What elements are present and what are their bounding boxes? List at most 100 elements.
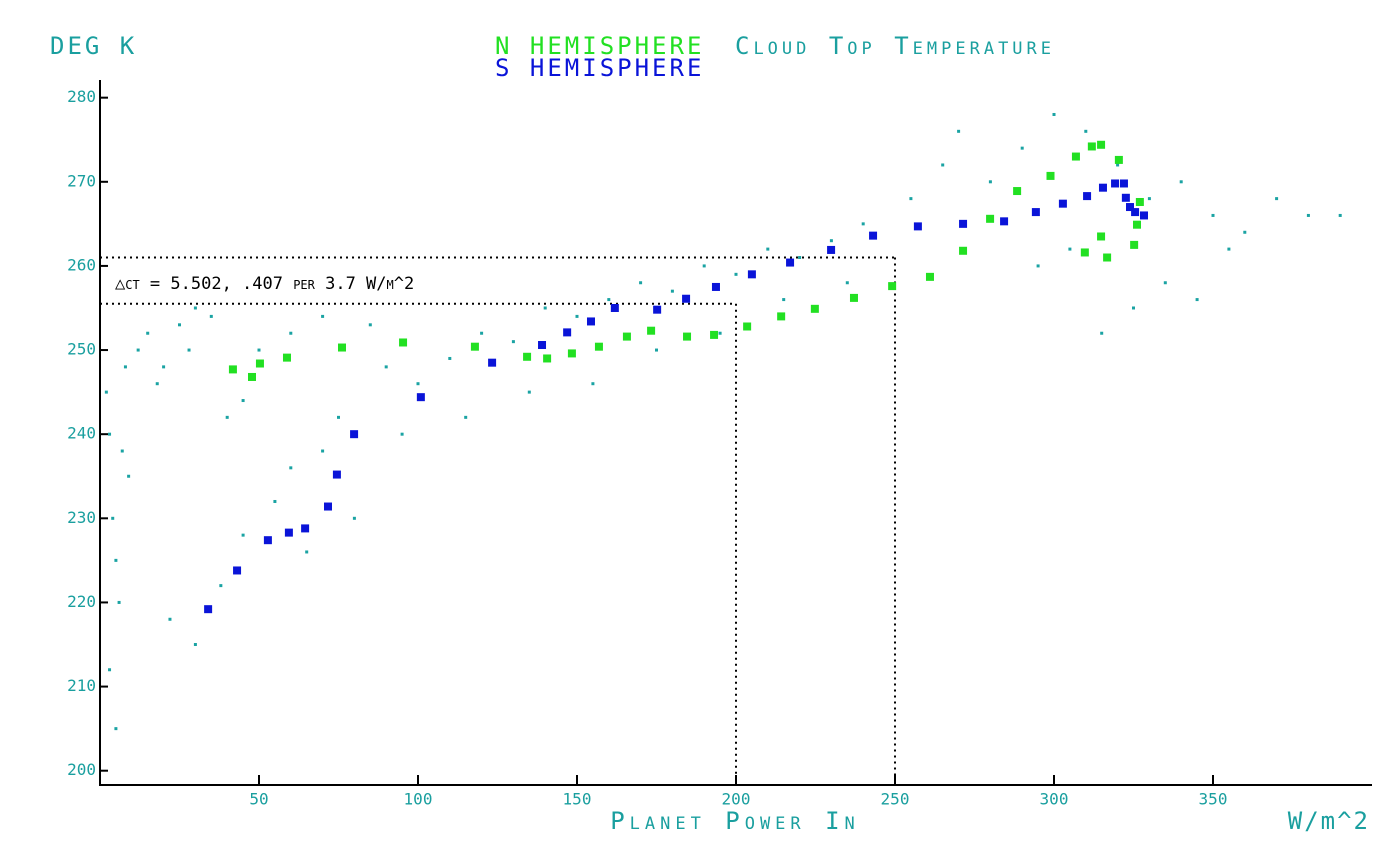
point — [263, 536, 272, 545]
point — [416, 393, 425, 402]
cloud-point — [321, 314, 325, 318]
x-tick-label: 300 — [1040, 790, 1069, 809]
cloud-point — [1084, 129, 1088, 133]
cloud-point — [120, 449, 124, 453]
point — [324, 502, 333, 511]
cloud-point — [108, 432, 112, 436]
cloud-point — [219, 584, 223, 588]
cloud-point — [845, 281, 849, 285]
cloud-point — [104, 390, 108, 394]
cloud-point — [766, 247, 770, 251]
cloud-point — [136, 348, 140, 352]
x-tick-label: 100 — [404, 790, 433, 809]
point — [538, 341, 547, 350]
y-tick-label: 250 — [67, 340, 96, 359]
cloud-point — [400, 432, 404, 436]
cloud-point — [1036, 264, 1040, 268]
cloud-point — [655, 348, 658, 352]
cloud-point — [187, 348, 191, 352]
point — [1097, 140, 1106, 149]
point — [1087, 142, 1096, 151]
point — [743, 322, 752, 331]
point — [1080, 248, 1089, 257]
cloud-point — [416, 382, 420, 386]
point — [1058, 199, 1067, 208]
cloud-point — [702, 264, 706, 268]
cloud-point — [321, 449, 325, 453]
annotation: △ct = 5.502, .407 per 3.7 W/m^2 — [115, 274, 414, 294]
point — [255, 359, 264, 368]
point — [1126, 203, 1135, 212]
cloud-point — [108, 668, 112, 672]
cloud-point — [1147, 197, 1151, 201]
point — [869, 231, 878, 240]
cloud-point — [527, 390, 531, 394]
point — [1046, 171, 1055, 180]
cloud-point — [384, 365, 388, 369]
cloud-point — [1132, 306, 1135, 310]
point — [1103, 253, 1112, 262]
y-tick-label: 200 — [67, 760, 96, 779]
cloud-point — [1052, 112, 1056, 116]
point — [301, 524, 310, 533]
point — [567, 349, 576, 358]
point — [1013, 187, 1022, 196]
point — [1114, 155, 1123, 164]
point — [543, 354, 552, 363]
cloud-point — [162, 365, 166, 369]
cloud-point — [798, 256, 802, 260]
cloud-point — [591, 382, 595, 386]
point — [563, 328, 572, 337]
cloud-point — [257, 348, 261, 352]
point — [350, 430, 359, 439]
cloud-point — [829, 239, 833, 243]
point — [1083, 192, 1092, 201]
x-axis-units: W/m^2 — [1288, 807, 1370, 835]
point — [233, 566, 242, 575]
cloud-point — [155, 382, 159, 386]
cloud-point — [352, 516, 356, 520]
y-tick-label: 260 — [67, 255, 96, 274]
x-tick-label: 250 — [881, 790, 910, 809]
cloud-point — [1179, 180, 1183, 184]
cloud-point — [368, 323, 372, 327]
cloud-point — [305, 550, 309, 554]
point — [1097, 232, 1106, 241]
y-tick-label: 270 — [67, 171, 96, 190]
cloud-point — [225, 415, 229, 419]
point — [653, 305, 662, 314]
point — [786, 258, 795, 267]
point — [849, 293, 858, 302]
point — [888, 282, 897, 291]
cloud-point — [1306, 213, 1310, 217]
cloud-point — [127, 474, 131, 478]
cloud-point — [241, 399, 245, 403]
point — [332, 470, 341, 479]
point — [710, 330, 719, 339]
point — [827, 245, 836, 254]
point — [586, 317, 595, 326]
cloud-point — [114, 727, 118, 731]
y-tick-label: 230 — [67, 508, 96, 527]
x-axis-label: Planet Power In — [610, 807, 860, 835]
cloud-point — [117, 600, 121, 604]
point — [810, 304, 819, 313]
cloud-point — [941, 163, 945, 167]
cloud-point — [988, 180, 992, 184]
cloud-point — [178, 323, 181, 327]
point — [284, 528, 293, 537]
cloud-point — [861, 222, 865, 226]
point — [682, 294, 691, 303]
point — [959, 246, 968, 255]
x-tick-label: 200 — [722, 790, 751, 809]
point — [1132, 220, 1141, 229]
point — [1139, 211, 1148, 220]
x-tick-label: 350 — [1199, 790, 1228, 809]
point — [1119, 179, 1128, 188]
point — [610, 303, 619, 312]
cloud-point — [337, 415, 340, 419]
cloud-point — [1338, 213, 1342, 217]
y-tick-label: 220 — [67, 592, 96, 611]
